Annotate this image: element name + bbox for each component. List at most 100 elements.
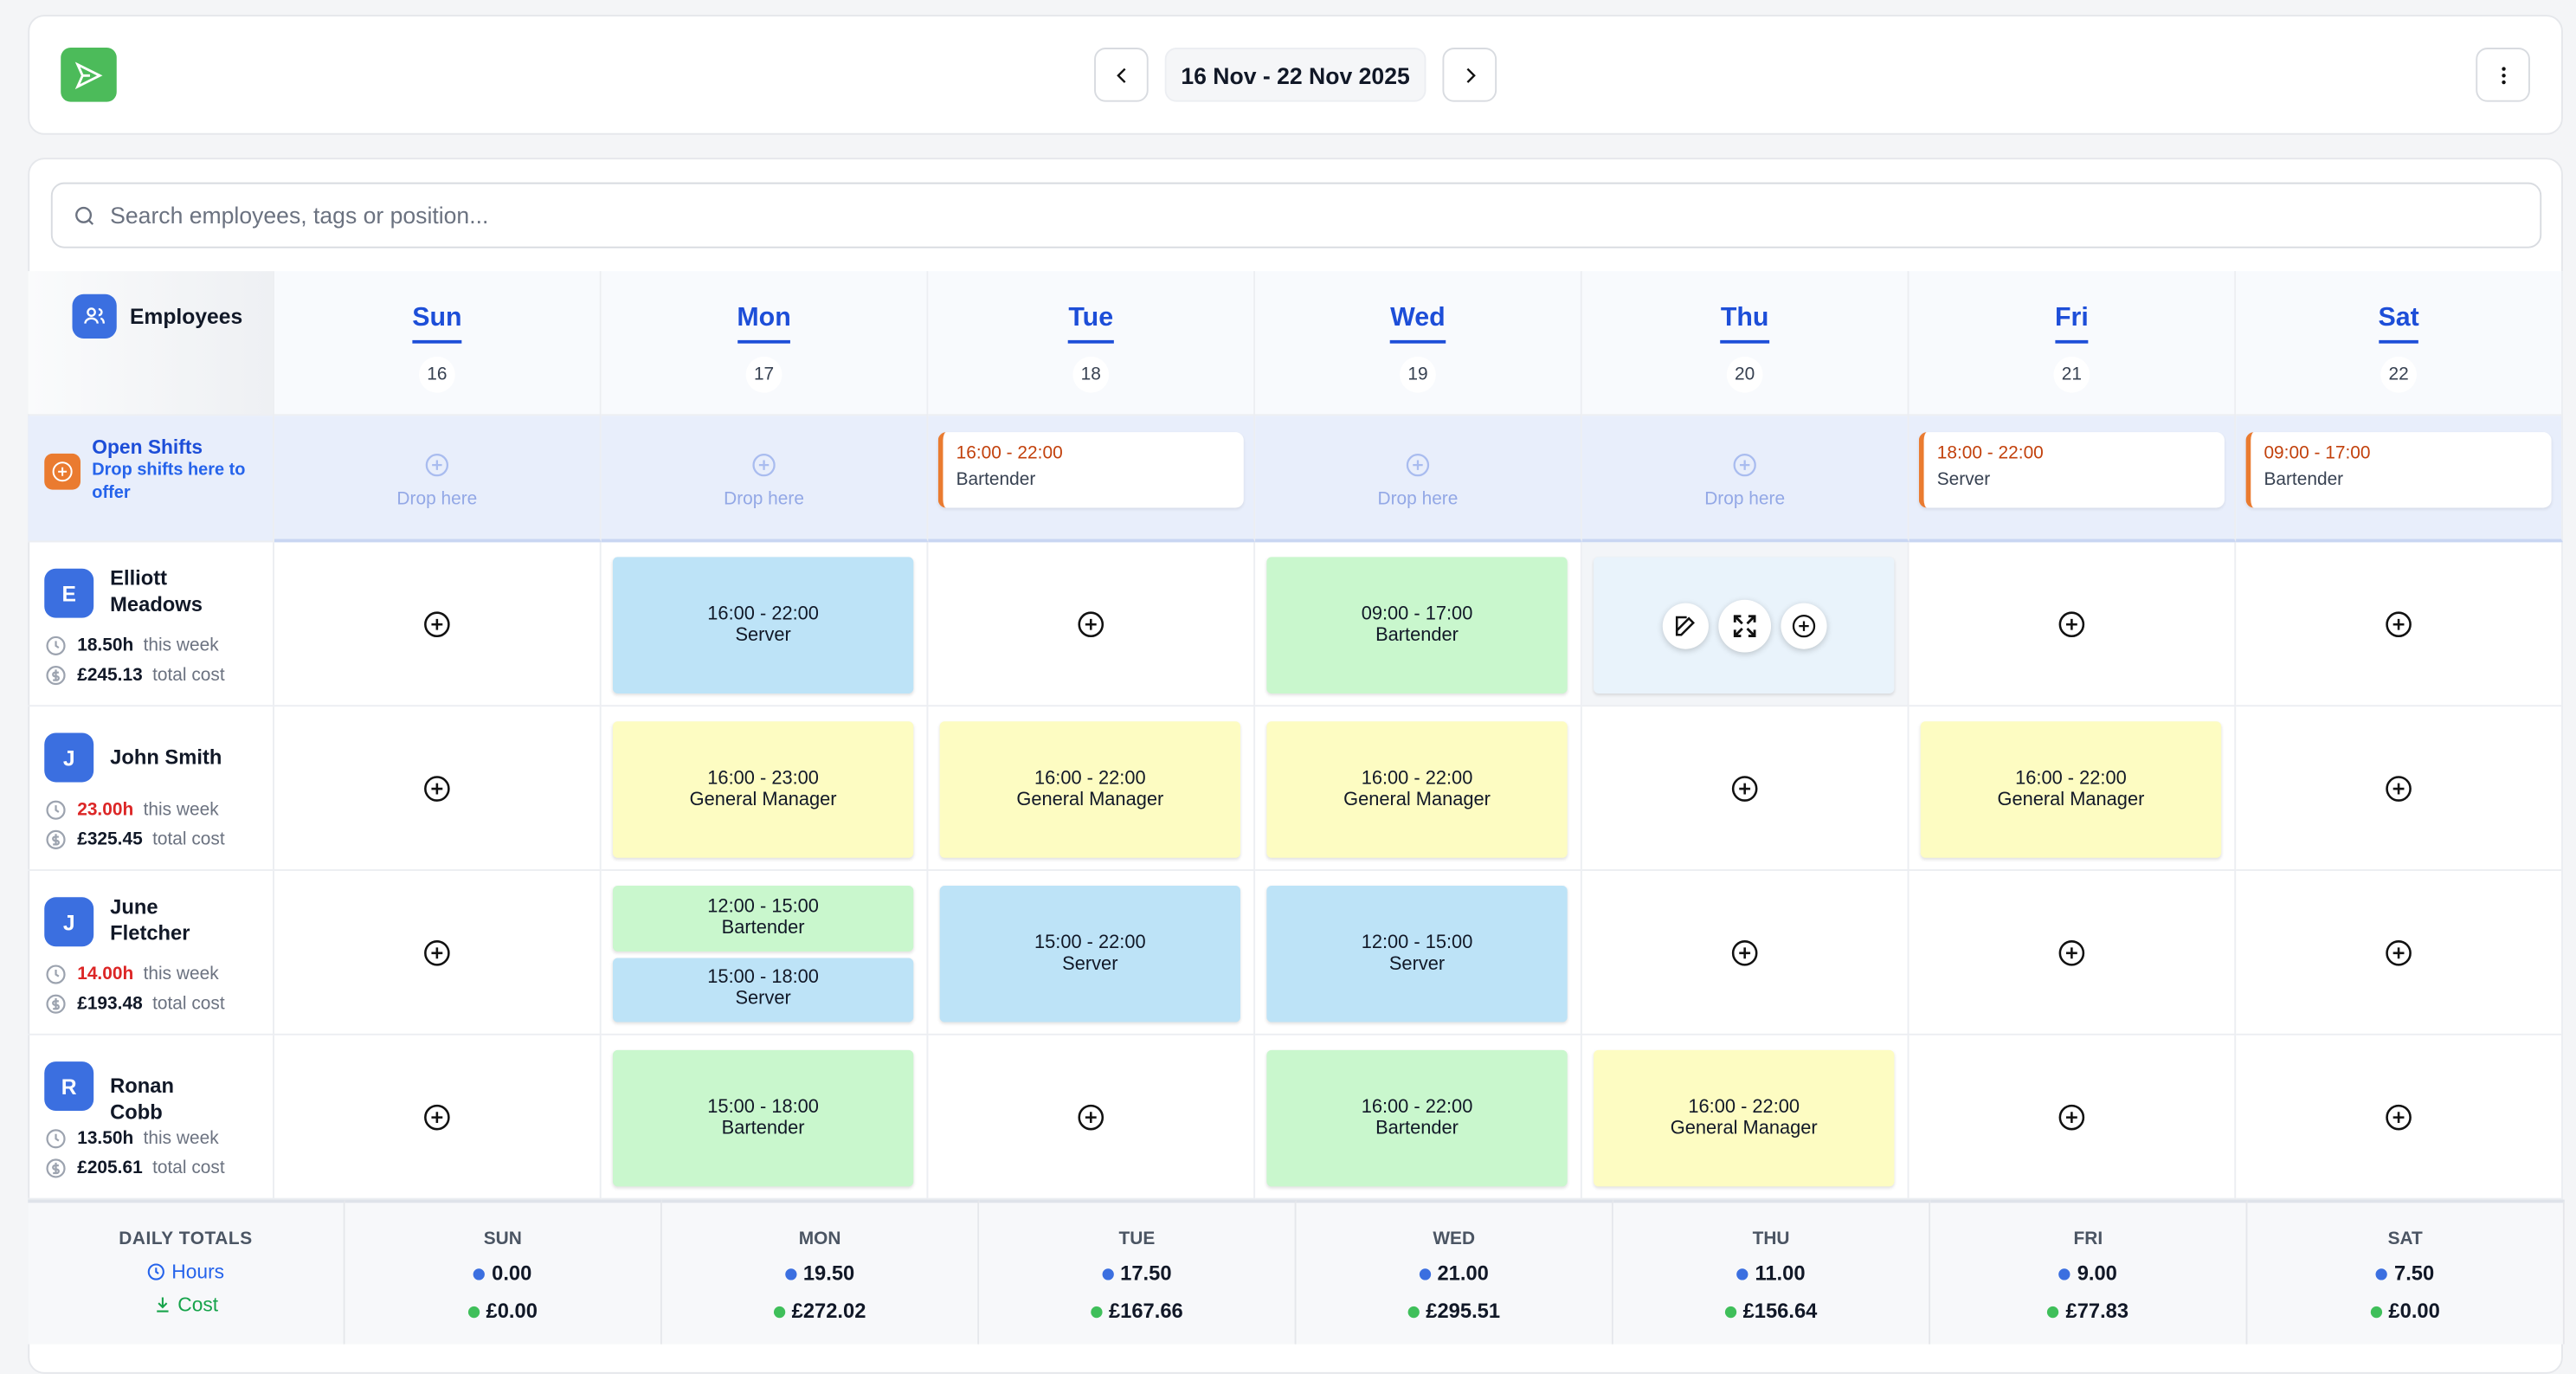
drop-icon [1731, 452, 1757, 483]
shift[interactable]: 16:00 - 22:00 General Manager [1266, 721, 1568, 858]
shift[interactable]: 16:00 - 23:00 General Manager [612, 721, 914, 858]
total-cost: £0.00 [486, 1300, 538, 1323]
open-shift[interactable]: 09:00 - 17:00 Bartender [2245, 432, 2552, 508]
employees-icon [72, 294, 117, 339]
day-header: Wed 19 [1255, 271, 1582, 416]
shift[interactable]: 16:00 - 22:00 General Manager [939, 721, 1240, 858]
cost-label: total cost [152, 1158, 225, 1178]
schedule-cell[interactable] [1909, 870, 2237, 1035]
open-shift-cell[interactable]: 09:00 - 17:00 Bartender [2236, 416, 2563, 543]
hover-action[interactable] [1780, 602, 1826, 648]
hours-label: this week [143, 1128, 219, 1149]
employee-row: J June Fletcher [44, 894, 256, 947]
schedule-cell[interactable] [1909, 542, 2237, 707]
open-shift-cell[interactable]: 18:00 - 22:00 Server [1909, 416, 2237, 543]
hours-legend: Hours [147, 1261, 224, 1283]
employee-hours: 23.00h [77, 800, 134, 821]
shift-role: Bartender [2264, 469, 2344, 490]
shift[interactable]: 16:00 - 22:00 General Manager [1594, 1049, 1895, 1187]
shift[interactable]: 16:00 - 22:00 Bartender [1266, 1049, 1568, 1187]
schedule-cell[interactable] [2236, 1035, 2563, 1200]
shift-time: 16:00 - 22:00 [707, 603, 819, 624]
open-shifts-text: Open Shifts Drop shifts here to offer [92, 435, 273, 540]
shift[interactable]: 12:00 - 15:00 Server [1266, 886, 1568, 1022]
totals-header: DAILY TOTALS Hours Cost [28, 1199, 345, 1345]
total-hours: 19.50 [802, 1261, 855, 1286]
schedule-cell[interactable]: 12:00 - 15:00 Bartender 15:00 - 18:00 Serve… [601, 870, 929, 1035]
shift[interactable]: 15:00 - 22:00 Server [939, 886, 1240, 1022]
total-day: MON [798, 1229, 841, 1249]
shift[interactable]: 16:00 - 22:00 General Manager [1920, 721, 2222, 858]
schedule-cell[interactable]: 15:00 - 22:00 Server [928, 870, 1256, 1035]
schedule-cell[interactable] [1909, 1035, 2237, 1200]
search-box[interactable]: Search employees, tags or position... [50, 182, 2542, 248]
schedule-cell[interactable] [2236, 542, 2563, 707]
drop-icon [750, 452, 776, 483]
shift[interactable]: 12:00 - 15:00 Bartender [612, 886, 914, 951]
day-date: 17 [745, 356, 782, 393]
shift[interactable]: 09:00 - 17:00 Bartender [1266, 557, 1568, 693]
day-header: Mon 17 [601, 271, 929, 416]
shift-time: 15:00 - 22:00 [1034, 932, 1146, 952]
shift-role: Server [1062, 953, 1118, 974]
schedule-cell[interactable]: 16:00 - 22:00 General Manager [1581, 1035, 1909, 1200]
total-cost: £295.51 [1426, 1300, 1501, 1323]
employees-header: Employees [28, 271, 274, 416]
schedule-cell[interactable] [1581, 542, 1909, 707]
schedule-cell[interactable]: 16:00 - 22:00 General Manager [1255, 706, 1582, 871]
schedule-cell[interactable] [274, 870, 602, 1035]
schedule-cell[interactable] [928, 1035, 1256, 1200]
schedule-cell[interactable] [2236, 870, 2563, 1035]
date-range[interactable]: 16 Nov - 22 Nov 2025 [1164, 48, 1426, 102]
shift[interactable]: 15:00 - 18:00 Bartender [612, 1049, 914, 1187]
open-shift-cell[interactable]: Drop here [274, 416, 602, 543]
day-total: TUE 17.50 £167.66 [979, 1199, 1297, 1345]
shift-role: Bartender [1375, 625, 1459, 645]
open-shift[interactable]: 16:00 - 22:00 Bartender [937, 432, 1244, 508]
total-cost: £0.00 [2388, 1300, 2440, 1323]
open-shift-cell[interactable]: Drop here [1255, 416, 1582, 543]
schedule-cell[interactable]: 16:00 - 23:00 General Manager [601, 706, 929, 871]
more-menu[interactable] [2476, 48, 2530, 102]
schedule-cell[interactable]: 16:00 - 22:00 General Manager [1909, 706, 2237, 871]
schedule-cell[interactable] [928, 542, 1256, 707]
shift[interactable]: 15:00 - 18:00 Server [612, 957, 914, 1022]
open-shift[interactable]: 18:00 - 22:00 Server [1918, 432, 2225, 508]
total-hours-row: 11.00 [1736, 1262, 1806, 1285]
cost-meta: £193.48 total cost [44, 992, 225, 1016]
open-shift-cell[interactable]: 16:00 - 22:00 Bartender [928, 416, 1256, 543]
schedule-cell[interactable] [1581, 706, 1909, 871]
schedule-cell[interactable]: 15:00 - 18:00 Bartender [601, 1035, 929, 1200]
shift-time: 12:00 - 15:00 [707, 896, 819, 917]
schedule-cell[interactable]: 16:00 - 22:00 Bartender [1255, 1035, 1582, 1200]
open-shift-cell[interactable]: Drop here [601, 416, 929, 543]
schedule-cell[interactable] [2236, 706, 2563, 871]
day-name: Fri [2054, 304, 2089, 344]
schedule-cell[interactable] [1581, 870, 1909, 1035]
logo[interactable] [61, 48, 117, 102]
next-week[interactable] [1442, 48, 1497, 102]
hover-action[interactable] [1661, 602, 1708, 648]
day-date: 22 [2380, 356, 2417, 393]
employee-name: John Smith [110, 745, 222, 770]
employees-label: Employees [129, 304, 243, 329]
total-cost-row: £295.51 [1407, 1300, 1500, 1323]
shift-time: 16:00 - 22:00 [2015, 768, 2127, 789]
day-name: Sat [2378, 304, 2419, 344]
shift-role: Server [735, 625, 791, 645]
schedule-cell[interactable]: 12:00 - 15:00 Server [1255, 870, 1582, 1035]
day-total: THU 11.00 £156.64 [1613, 1199, 1931, 1345]
open-shift-cell[interactable]: Drop here [1581, 416, 1909, 543]
shift[interactable]: 16:00 - 22:00 Server [612, 557, 914, 693]
schedule-cell[interactable]: 16:00 - 22:00 Server [601, 542, 929, 707]
day-header: Sun 16 [274, 271, 602, 416]
schedule-cell[interactable]: 16:00 - 22:00 General Manager [928, 706, 1256, 871]
schedule-cell[interactable] [274, 542, 602, 707]
prev-week[interactable] [1094, 48, 1149, 102]
schedule-cell[interactable] [274, 1035, 602, 1200]
hover-action[interactable] [1717, 598, 1771, 652]
schedule-cell[interactable]: 09:00 - 17:00 Bartender [1255, 542, 1582, 707]
open-shifts-icon [44, 453, 81, 490]
schedule-cell[interactable] [274, 706, 602, 871]
